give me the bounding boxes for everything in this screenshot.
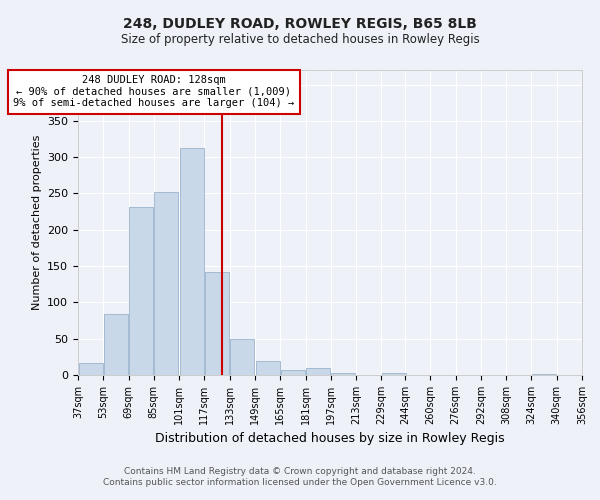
Bar xyxy=(205,272,229,375)
Text: Contains HM Land Registry data © Crown copyright and database right 2024.: Contains HM Land Registry data © Crown c… xyxy=(124,467,476,476)
Bar xyxy=(180,148,204,375)
Bar xyxy=(306,368,330,375)
Y-axis label: Number of detached properties: Number of detached properties xyxy=(32,135,41,310)
X-axis label: Distribution of detached houses by size in Rowley Regis: Distribution of detached houses by size … xyxy=(155,432,505,446)
Bar xyxy=(331,373,355,375)
Bar xyxy=(129,206,153,375)
Text: Size of property relative to detached houses in Rowley Regis: Size of property relative to detached ho… xyxy=(121,32,479,46)
Bar xyxy=(230,338,254,375)
Text: 248, DUDLEY ROAD, ROWLEY REGIS, B65 8LB: 248, DUDLEY ROAD, ROWLEY REGIS, B65 8LB xyxy=(123,18,477,32)
Bar xyxy=(104,314,128,375)
Bar xyxy=(532,374,556,375)
Text: Contains public sector information licensed under the Open Government Licence v3: Contains public sector information licen… xyxy=(103,478,497,487)
Bar xyxy=(79,362,103,375)
Bar xyxy=(256,361,280,375)
Bar xyxy=(154,192,178,375)
Text: 248 DUDLEY ROAD: 128sqm
← 90% of detached houses are smaller (1,009)
9% of semi-: 248 DUDLEY ROAD: 128sqm ← 90% of detache… xyxy=(13,75,295,108)
Bar xyxy=(281,370,305,375)
Bar xyxy=(382,373,406,375)
